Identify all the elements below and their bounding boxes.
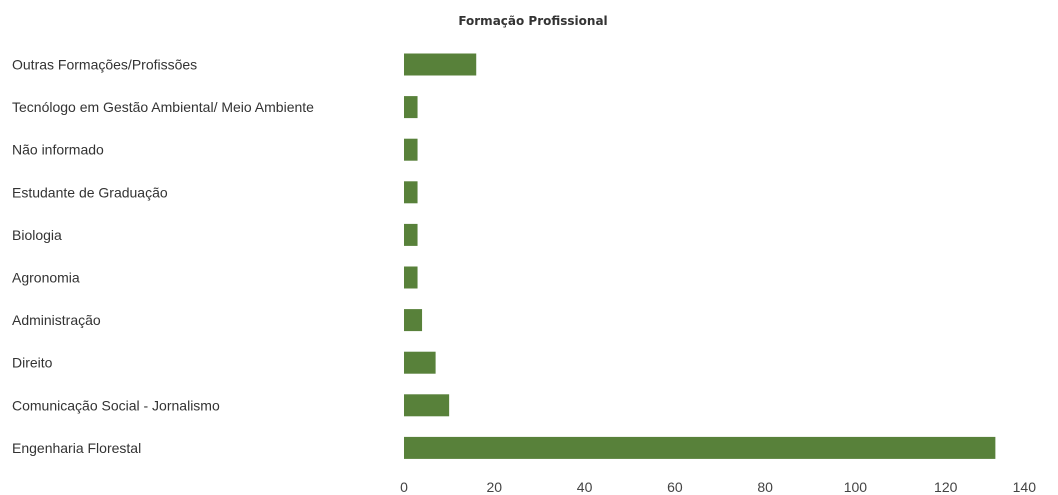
x-tick-label: 140 [1013, 479, 1037, 495]
x-axis-ticks: 0 20 40 60 80 100 120 140 [400, 479, 1036, 495]
category-label: Agronomia [12, 270, 80, 286]
x-tick-label: 20 [486, 479, 502, 495]
category-label: Administração [12, 312, 101, 328]
bar [404, 266, 418, 289]
bar [404, 223, 418, 246]
x-tick-label: 0 [400, 479, 408, 495]
bars [404, 53, 996, 459]
category-label: Direito [12, 355, 53, 371]
bar [404, 53, 477, 76]
category-labels: Outras Formações/Profissões Tecnólogo em … [12, 57, 314, 456]
category-label: Biologia [12, 227, 62, 243]
category-label: Engenharia Florestal [12, 440, 141, 456]
x-tick-label: 60 [667, 479, 683, 495]
category-label: Comunicação Social - Jornalismo [12, 397, 220, 413]
category-label: Não informado [12, 142, 104, 158]
x-tick-label: 40 [577, 479, 593, 495]
bar [404, 309, 423, 332]
category-label: Outras Formações/Profissões [12, 57, 197, 73]
bar [404, 394, 450, 417]
x-tick-label: 100 [844, 479, 868, 495]
chart-title: Formação Profissional [458, 14, 607, 28]
category-label: Tecnólogo em Gestão Ambiental/ Meio Ambi… [12, 99, 314, 115]
x-tick-label: 120 [934, 479, 958, 495]
x-tick-label: 80 [757, 479, 773, 495]
category-label: Estudante de Graduação [12, 184, 168, 200]
bar [404, 436, 996, 459]
bar [404, 181, 418, 204]
bar [404, 138, 418, 161]
bar [404, 351, 436, 374]
bar [404, 96, 418, 119]
